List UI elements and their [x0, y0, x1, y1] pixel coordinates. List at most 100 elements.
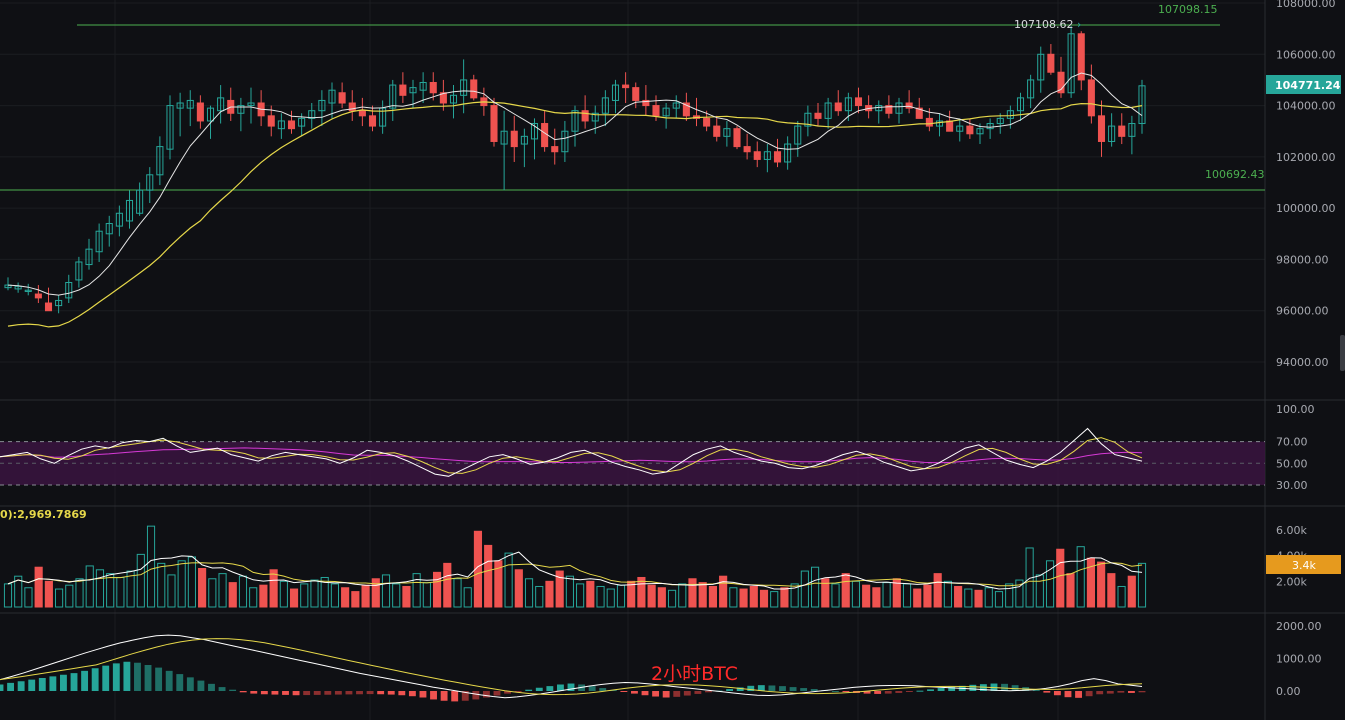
volume-bar-up [95, 569, 105, 608]
volume-bar-down [913, 588, 922, 608]
candle-up [105, 223, 113, 235]
scroll-handle[interactable] [1340, 335, 1345, 371]
candle-down [439, 92, 447, 104]
volume-bar-up [136, 553, 145, 608]
volume-bar-up [85, 565, 94, 608]
candle-down [925, 117, 933, 127]
macd-histogram-positive [810, 689, 818, 691]
macd-histogram-negative [387, 691, 395, 695]
candle-up [520, 135, 528, 145]
macd-histogram-negative [1096, 691, 1104, 695]
macd-histogram-negative [366, 691, 374, 695]
candle-down [703, 117, 711, 127]
candle-up [277, 120, 285, 130]
candle-up [956, 125, 964, 132]
candle-down [773, 151, 782, 163]
macd-histogram-negative [673, 691, 681, 697]
rsi-axis-tick: 50.00 [1276, 457, 1308, 470]
volume-bar-up [790, 583, 799, 608]
volume-bar-down [872, 587, 881, 608]
candle-down [1097, 115, 1106, 142]
high-price-label: 107108.62 [1014, 18, 1074, 31]
candle-up [24, 289, 32, 292]
candle-up [591, 112, 599, 122]
candle-up [85, 248, 93, 266]
macd-histogram-negative [250, 691, 258, 694]
volume-bar-down [698, 582, 707, 608]
candle-down [1057, 71, 1065, 94]
price-axis[interactable]: 108000.00 106000.00 104000.00 102000.00 1000… [1276, 0, 1336, 369]
volume-bar-down [647, 584, 656, 608]
macd-histogram-positive [49, 676, 57, 691]
candle-up [95, 230, 103, 253]
volume-bar-down [44, 580, 53, 608]
macd-histogram-negative [1075, 691, 1082, 698]
macd-axis[interactable]: 2000.00 1000.00 0.00 [1276, 620, 1322, 698]
macd-histogram-positive [17, 681, 25, 691]
candle-down [429, 81, 437, 94]
volume-bar-up [24, 587, 33, 608]
candlestick-series [4, 26, 1146, 314]
candle-down [682, 102, 690, 117]
candle-up [4, 284, 12, 289]
macd-histogram-positive [556, 684, 564, 691]
candle-up [186, 99, 194, 109]
volume-bar-up [330, 583, 339, 608]
candle-down [338, 92, 346, 104]
macd-histogram-positive [779, 686, 786, 691]
macd-histogram-negative [842, 691, 850, 692]
macd-histogram-positive [197, 680, 205, 691]
volume-bar-up [1045, 560, 1055, 608]
candle-down [642, 99, 650, 107]
volume-bar-up [770, 591, 779, 608]
volume-bar-up [218, 573, 227, 608]
candle-up [389, 84, 397, 109]
candle-down [510, 130, 518, 148]
chart-watermark: 2小时BTC [651, 663, 738, 685]
candle-down [44, 302, 53, 312]
volume-bar-down [708, 585, 717, 608]
candle-up [298, 117, 306, 127]
volume-bar-down [821, 578, 830, 608]
macd-histogram-negative [1085, 691, 1093, 697]
macd-histogram-negative [493, 691, 501, 696]
volume-bar-down [627, 580, 636, 608]
volume-bar-up [320, 576, 329, 608]
macd-histogram-positive [218, 687, 226, 691]
rsi-axis[interactable]: 100.00 70.00 50.00 30.00 [1276, 403, 1315, 492]
volume-bar-down [433, 571, 442, 608]
volume-bar-up [984, 587, 993, 608]
macd-histogram-positive [937, 688, 945, 691]
macd-histogram-positive [747, 685, 755, 691]
volume-bar-up [1076, 546, 1085, 608]
macd-histogram-negative [292, 691, 300, 696]
macd-histogram-negative [1043, 691, 1051, 693]
macd-histogram-negative [504, 691, 511, 694]
volume-bar-up [1137, 562, 1147, 608]
macd-histogram-negative [905, 691, 913, 692]
rsi-axis-tick: 30.00 [1276, 479, 1308, 492]
candle-up [328, 89, 336, 104]
candle-up [1108, 125, 1116, 142]
price-axis-tick: 96000.00 [1276, 305, 1329, 318]
macd-histogram-negative [334, 691, 342, 695]
macd-histogram-negative [324, 691, 332, 695]
candle-up [146, 174, 154, 191]
volume-bar-up [463, 587, 472, 608]
macd-histogram-positive [70, 673, 78, 691]
candle-up [419, 81, 427, 91]
candle-down [581, 110, 589, 122]
candle-up [55, 299, 63, 307]
macd-histogram-negative [419, 691, 427, 698]
volume-bar-down [923, 584, 932, 608]
macd-histogram-positive [1032, 689, 1040, 691]
candle-up [935, 120, 944, 127]
macd-histogram-positive [208, 683, 215, 691]
volume-bar-down [657, 587, 666, 608]
price-axis-tick: 104000.00 [1276, 100, 1336, 113]
ma-fast-line [7, 72, 1143, 296]
rsi-axis-tick: 100.00 [1276, 403, 1315, 416]
volume-bar-down [719, 575, 728, 608]
rsi-axis-tick: 70.00 [1276, 436, 1308, 449]
